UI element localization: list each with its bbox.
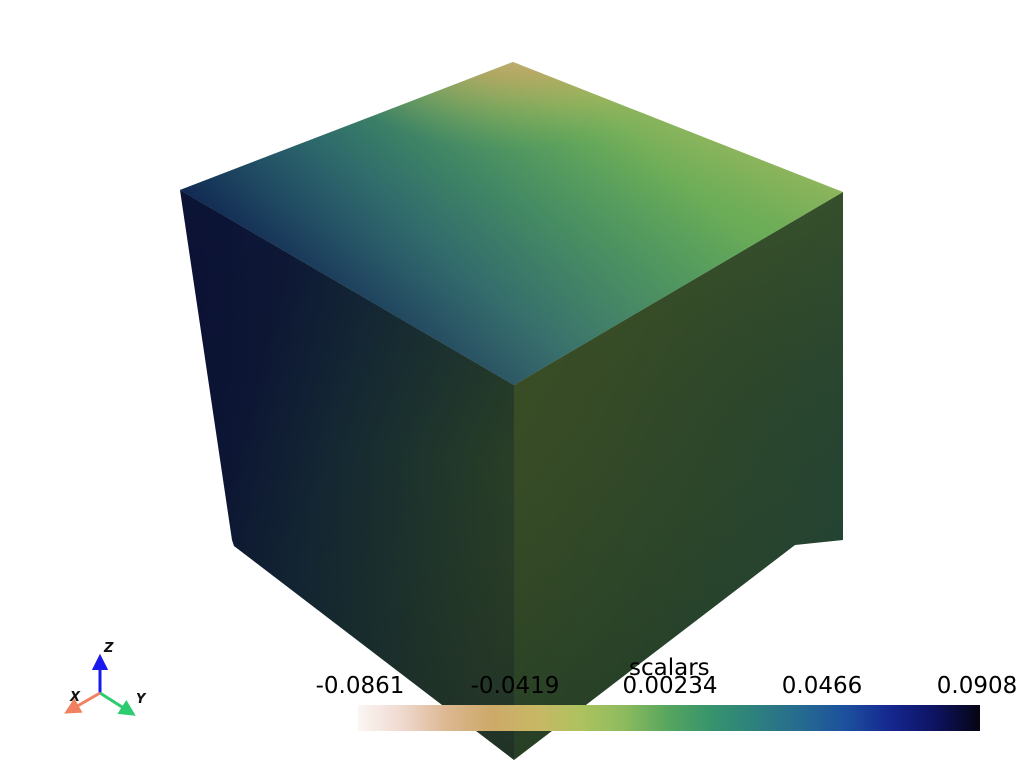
scalar-bar-tick-1: -0.0419 bbox=[470, 673, 560, 699]
axis-label-z: Z bbox=[104, 641, 114, 656]
orientation-axes-widget[interactable]: Z Y X bbox=[48, 636, 158, 732]
orientation-axes-svg[interactable] bbox=[48, 636, 158, 732]
axis-x-arrow bbox=[64, 691, 101, 714]
axis-label-y: Y bbox=[136, 692, 146, 707]
scalar-bar-title: scalars bbox=[629, 655, 710, 681]
axis-label-x: X bbox=[70, 690, 81, 705]
scalar-bar-tick-2: 0.00234 bbox=[622, 673, 718, 699]
scalar-bar-tick-0: -0.0861 bbox=[315, 673, 405, 699]
scalar-bar[interactable] bbox=[358, 705, 980, 731]
scalar-bar-gradient bbox=[358, 705, 980, 731]
scalar-bar-tick-4: 0.0908 bbox=[936, 673, 1018, 699]
scalar-bar-tick-3: 0.0466 bbox=[781, 673, 863, 699]
axis-y-arrow bbox=[99, 691, 136, 716]
